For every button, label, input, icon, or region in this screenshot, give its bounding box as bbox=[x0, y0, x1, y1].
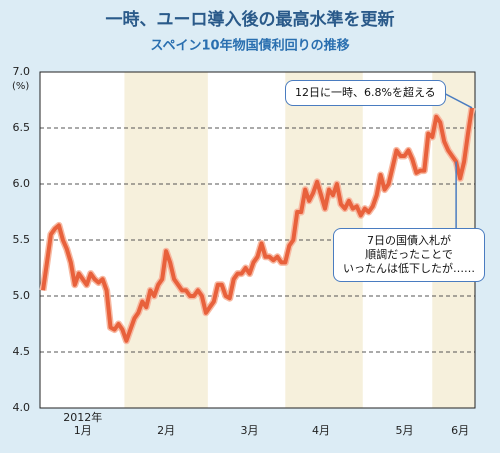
line bbox=[41, 107, 474, 343]
y-unit: (%) bbox=[12, 81, 29, 92]
annotation: 12日に一時、6.8%を超える bbox=[285, 80, 446, 106]
chart-subtitle: スペイン10年物国債利回りの推移 bbox=[150, 38, 349, 54]
annotation: 7日の国債入札が 順調だったことで いったんは低下したが…… bbox=[333, 228, 485, 282]
x-tick-label: 4月 bbox=[312, 424, 331, 437]
y-tick-label: 5.0 bbox=[13, 289, 31, 302]
y-tick-label: 4.5 bbox=[13, 345, 31, 358]
x-tick-label: 5月 bbox=[395, 424, 414, 437]
y-tick-label: 7.0 bbox=[13, 65, 31, 78]
y-tick-label: 6.0 bbox=[13, 177, 31, 190]
y-tick-label: 6.5 bbox=[13, 121, 31, 134]
chart-title: 一時、ユーロ導入後の最高水準を更新 bbox=[106, 9, 395, 30]
x-tick-label: 2月 bbox=[157, 424, 176, 437]
x-tick-label: 2012年 1月 bbox=[63, 411, 103, 437]
x-tick-label: 6月 bbox=[451, 424, 470, 437]
x-tick-label: 3月 bbox=[240, 424, 259, 437]
y-tick-label: 4.0 bbox=[13, 401, 31, 414]
y-tick-label: 5.5 bbox=[13, 233, 31, 246]
annotation-pointer bbox=[443, 92, 473, 109]
